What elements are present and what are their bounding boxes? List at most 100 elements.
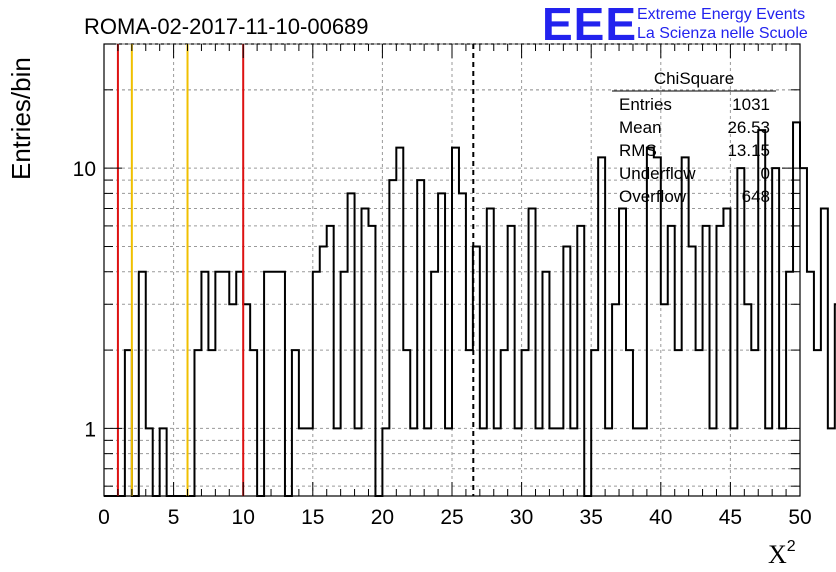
histogram-bin xyxy=(250,350,257,496)
histogram-bin xyxy=(334,428,341,496)
histogram-bin xyxy=(522,350,529,496)
histogram-bin xyxy=(682,157,689,496)
stats-value-rms: 13.15 xyxy=(727,141,770,160)
y-tick-label: 1 xyxy=(84,418,96,441)
histogram-bin xyxy=(508,226,515,496)
histogram-bin xyxy=(480,428,487,496)
histogram-bin xyxy=(459,193,466,496)
histogram-bin xyxy=(501,350,508,496)
histogram-bin xyxy=(125,350,132,496)
histogram-bin xyxy=(536,428,543,496)
histogram-bin xyxy=(786,272,793,496)
histogram-bin xyxy=(139,272,146,496)
histogram-bin xyxy=(222,272,229,496)
stats-label-mean: Mean xyxy=(619,118,662,137)
histogram-bin xyxy=(772,168,779,496)
histogram-bin xyxy=(765,428,772,496)
histogram-bin xyxy=(382,428,389,496)
histogram-bin xyxy=(292,350,299,496)
histogram-bin xyxy=(438,193,445,496)
stats-title: ChiSquare xyxy=(654,69,734,88)
x-tick-label: 50 xyxy=(788,506,811,529)
brand-logo: EEE xyxy=(542,0,637,50)
histogram-bin xyxy=(403,350,410,496)
histogram-bin xyxy=(689,247,696,496)
histogram-bin xyxy=(515,428,522,496)
stats-box: ChiSquare Entries 1031 Mean 26.53 RMS 13… xyxy=(612,69,776,206)
x-tick-label: 25 xyxy=(440,506,463,529)
x-axis-label: X2 xyxy=(768,538,796,569)
histogram-bin xyxy=(640,428,647,496)
x-tick-label: 15 xyxy=(301,506,324,529)
histogram xyxy=(104,121,836,497)
histogram-bin xyxy=(264,272,271,496)
x-tick-label: 20 xyxy=(371,506,394,529)
marker-lines xyxy=(116,44,475,496)
brand-line-2: La Scienza nelle Scuole xyxy=(637,25,808,42)
chart-title: ROMA-02-2017-11-10-00689 xyxy=(84,14,369,39)
histogram-bin xyxy=(563,247,570,496)
x-tick-label: 5 xyxy=(168,506,180,529)
histogram-bin xyxy=(236,272,243,496)
histogram-bin xyxy=(348,193,355,496)
histogram-bin xyxy=(598,157,605,496)
histogram-bin xyxy=(146,428,153,496)
histogram-bin xyxy=(299,428,306,496)
histogram-bin xyxy=(208,350,215,496)
x-tick-label: 35 xyxy=(580,506,603,529)
histogram-bin xyxy=(800,168,807,496)
histogram-bin xyxy=(487,208,494,496)
histogram-bin xyxy=(201,272,208,496)
stats-value-entries: 1031 xyxy=(732,95,770,114)
histogram-bin xyxy=(814,350,821,496)
histogram-bin xyxy=(341,272,348,496)
stats-value-mean: 26.53 xyxy=(727,118,770,137)
stats-label-overflow: Overflow xyxy=(619,187,687,206)
histogram-bin xyxy=(716,226,723,496)
histogram-bin xyxy=(591,350,598,496)
histogram-outline xyxy=(104,121,836,497)
histogram-bin xyxy=(737,168,744,496)
histogram-bin xyxy=(696,350,703,496)
x-tick-label: 0 xyxy=(98,506,110,529)
histogram-bin xyxy=(445,428,452,496)
histogram-bin xyxy=(368,226,375,496)
histogram-bin xyxy=(494,428,501,496)
histogram-bin xyxy=(410,428,417,496)
histogram-bin xyxy=(710,428,717,496)
histogram-bin xyxy=(215,272,222,496)
y-axis-label: Entries/bin xyxy=(6,57,36,180)
histogram-bin xyxy=(229,304,236,496)
x-axis-label-main: X xyxy=(768,540,787,569)
histogram-bin xyxy=(431,272,438,496)
axis-ticks xyxy=(103,43,801,496)
histogram-bin xyxy=(605,428,612,496)
stats-label-rms: RMS xyxy=(619,141,657,160)
brand-line-1: Extreme Energy Events xyxy=(637,6,805,23)
histogram-bin xyxy=(556,428,563,496)
stats-value-overflow: 648 xyxy=(742,187,770,206)
histogram-bin xyxy=(313,272,320,496)
histogram-bin xyxy=(194,350,201,496)
tick-labels: 0 5 10 15 20 25 30 35 40 45 50 1 10 xyxy=(73,158,812,529)
histogram-bin xyxy=(160,428,167,496)
histogram-bin xyxy=(362,208,369,496)
histogram-bin xyxy=(828,428,835,496)
histogram-bin xyxy=(417,180,424,496)
x-tick-label: 30 xyxy=(510,506,533,529)
histogram-bin xyxy=(779,428,786,496)
histogram-bin xyxy=(723,208,730,496)
histogram-bin xyxy=(654,157,661,496)
histogram-bin xyxy=(529,208,536,496)
x-axis-label-superscript: 2 xyxy=(787,538,796,555)
histogram-bin xyxy=(577,226,584,496)
histogram-bin xyxy=(744,304,751,496)
x-tick-label: 10 xyxy=(232,506,255,529)
histogram-bin xyxy=(355,428,362,496)
histogram-bin xyxy=(396,148,403,496)
histogram-bin xyxy=(271,272,278,496)
histogram-bin xyxy=(424,428,431,496)
histogram-bin xyxy=(466,350,473,496)
histogram-bin xyxy=(549,428,556,496)
